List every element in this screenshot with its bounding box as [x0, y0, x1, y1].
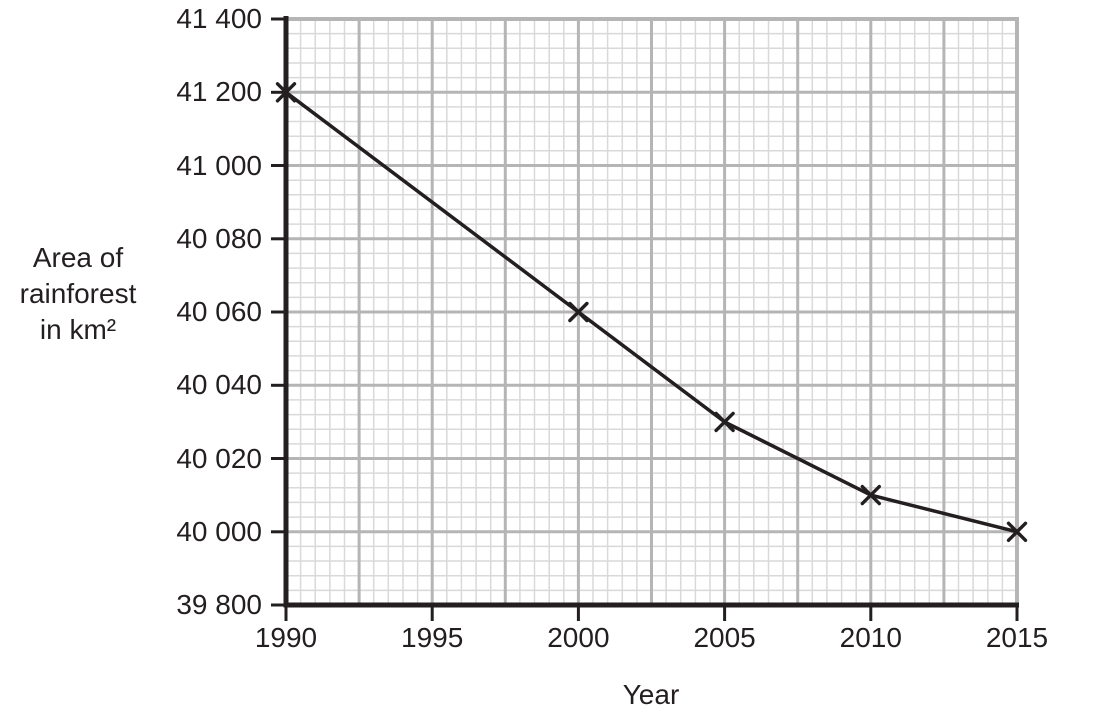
data-point-marker: [714, 411, 735, 433]
y-tick-label: 39 800: [176, 589, 262, 620]
x-tick-label: 1995: [401, 622, 464, 653]
y-tick-label: 40 000: [176, 515, 262, 547]
y-axis-title-line2: rainforest: [19, 278, 137, 309]
x-tick-label: 2015: [985, 622, 1049, 653]
y-tick-label: 41 200: [176, 76, 262, 108]
y-axis-ticks: [271, 17, 286, 607]
y-tick-label: 41 000: [176, 149, 262, 181]
y-tick-label: 40 040: [176, 369, 262, 401]
y-tick-label: 41 400: [176, 3, 262, 34]
x-tick-label: 2005: [693, 622, 756, 653]
x-tick-label: 2000: [547, 622, 610, 653]
x-tick-label: 1990: [254, 622, 318, 653]
x-axis-title: Year: [622, 679, 680, 710]
y-tick-label: 40 020: [176, 442, 262, 474]
data-point-marker: [1006, 521, 1028, 542]
data-point-marker: [568, 301, 589, 323]
y-axis-title-line3: in km²: [39, 314, 117, 345]
y-tick-label: 40 060: [176, 296, 262, 327]
x-axis-ticks: [284, 605, 1019, 621]
y-axis-title-line1: Area of: [32, 242, 124, 273]
data-point-marker: [275, 82, 297, 103]
y-axis-title: Area of rainforest in km²: [0, 240, 156, 348]
data-point-marker: [860, 484, 881, 506]
x-tick-label: 2010: [839, 622, 902, 653]
data-point-markers: [275, 82, 1028, 542]
y-tick-label: 40 080: [176, 222, 262, 254]
